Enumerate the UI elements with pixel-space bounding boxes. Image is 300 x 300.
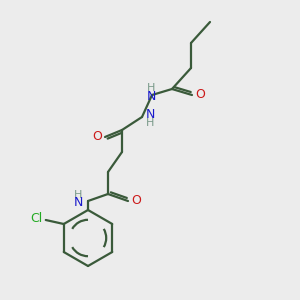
Text: H: H <box>74 190 82 200</box>
Text: O: O <box>195 88 205 101</box>
Text: N: N <box>73 196 83 209</box>
Text: O: O <box>131 194 141 208</box>
Text: Cl: Cl <box>31 212 43 226</box>
Text: H: H <box>146 118 154 128</box>
Text: O: O <box>92 130 102 143</box>
Text: N: N <box>145 107 155 121</box>
Text: H: H <box>147 83 155 93</box>
Text: N: N <box>146 89 156 103</box>
